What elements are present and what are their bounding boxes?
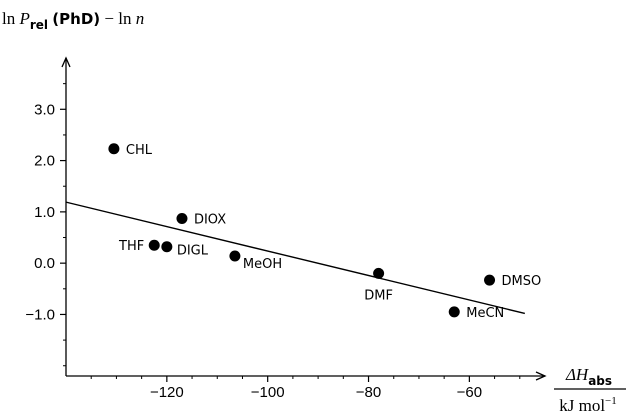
y-label-sub: rel bbox=[30, 18, 48, 32]
x-axis-label-denominator: kJ mol−1 bbox=[559, 395, 617, 415]
point-label-dmso: DMSO bbox=[502, 274, 542, 289]
data-point-mecn bbox=[449, 306, 460, 317]
y-tick-label: −1.0 bbox=[25, 306, 55, 323]
y-label-ln: ln bbox=[2, 9, 16, 28]
point-label-dmf: DMF bbox=[364, 288, 393, 303]
x-tick-label: −60 bbox=[457, 384, 482, 401]
x-label-exp: −1 bbox=[605, 395, 617, 407]
point-label-diox: DIOX bbox=[194, 213, 226, 228]
x-tick-label: −80 bbox=[356, 384, 381, 401]
data-point-diox bbox=[176, 213, 187, 224]
data-point-dmso bbox=[484, 275, 495, 286]
y-label-ln2: ln bbox=[118, 9, 132, 28]
data-points: CHL DIOX THF DIGL MeOH DMF DMSO MeCN bbox=[108, 143, 541, 321]
data-point-digl bbox=[161, 241, 172, 252]
point-label-digl: DIGL bbox=[177, 244, 209, 259]
point-label-thf: THF bbox=[118, 239, 144, 254]
x-label-sub: abs bbox=[588, 374, 612, 388]
y-tick-label: 0.0 bbox=[34, 255, 55, 272]
fit-line-group bbox=[66, 202, 525, 313]
point-label-meoh: MeOH bbox=[243, 257, 282, 272]
y-tick-label: 2.0 bbox=[34, 153, 55, 170]
y-axis-label: ln Prel (PhD) − ln n bbox=[2, 9, 144, 33]
y-label-n: n bbox=[136, 9, 145, 28]
data-point-thf bbox=[149, 240, 160, 251]
data-point-chl bbox=[108, 143, 119, 154]
y-label-minus: − bbox=[104, 9, 114, 28]
x-tick-label: −100 bbox=[251, 384, 285, 401]
y-tick-label: 3.0 bbox=[34, 101, 55, 118]
x-axis-label-numerator: ΔHabs bbox=[565, 365, 612, 388]
point-label-mecn: MeCN bbox=[466, 306, 504, 321]
y-label-paren: (PhD) bbox=[52, 10, 100, 28]
y-label-p: P bbox=[18, 9, 29, 28]
point-label-chl: CHL bbox=[126, 143, 153, 158]
x-ticks: −120 −100 −80 −60 bbox=[91, 376, 520, 401]
fit-line bbox=[66, 202, 525, 313]
x-label-unit: kJ mol bbox=[559, 396, 605, 415]
data-point-dmf bbox=[373, 268, 384, 279]
x-tick-label: −120 bbox=[150, 384, 184, 401]
x-label-delta: ΔH bbox=[565, 365, 590, 384]
y-tick-label: 1.0 bbox=[34, 204, 55, 221]
data-point-meoh bbox=[229, 250, 240, 261]
y-ticks: −1.0 0.0 1.0 2.0 3.0 bbox=[25, 84, 66, 366]
